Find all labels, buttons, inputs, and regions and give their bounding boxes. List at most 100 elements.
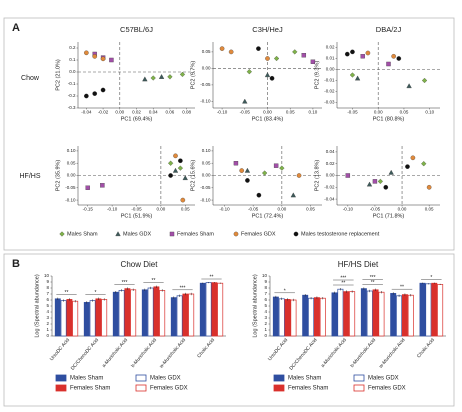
y-tick-label: 10 [262, 273, 268, 278]
x-tick-label: Cholic Acid [416, 337, 436, 359]
y-tick-label: -0.10 [200, 197, 211, 202]
point [421, 77, 428, 84]
point [421, 161, 427, 167]
point [169, 231, 175, 237]
point [265, 56, 270, 61]
bar [407, 294, 414, 337]
point [244, 167, 251, 173]
x-tick-label: 0.05 [400, 110, 409, 115]
bar [188, 293, 195, 337]
bar [89, 300, 96, 337]
y-tick-label: 4 [46, 309, 49, 314]
x-tick-label: 0.02 [132, 110, 141, 115]
y-tick-label: -0.05 [65, 185, 76, 190]
bar [349, 291, 356, 337]
x-tick-label: 0.04 [149, 110, 158, 115]
bar [419, 282, 426, 337]
significance-label: ** [65, 290, 69, 296]
y-tick-label: -0.05 [200, 185, 211, 190]
legend-swatch [135, 374, 147, 382]
legend-label: Females GDX [368, 386, 406, 392]
legend-label: Males GDX [368, 376, 399, 382]
bar [343, 291, 350, 337]
y-tick-label: 9 [46, 279, 49, 284]
y-tick-label: -0.10 [65, 197, 76, 202]
x-tick-label: b-Muricholic Acid [349, 337, 377, 369]
y-tick-label: -0.3 [68, 105, 76, 110]
y-tick-label: 4 [264, 309, 267, 314]
y-axis-label: PC2 (21.0%) [55, 59, 61, 91]
legend-label: Males Sham [67, 231, 98, 237]
chart-title: C57BL/6J [120, 25, 153, 34]
bar [372, 289, 379, 337]
point [360, 54, 365, 59]
x-tick-label: -0.05 [248, 207, 259, 212]
x-tick-label: -0.04 [81, 110, 92, 115]
bar [101, 299, 108, 337]
legend-swatch [55, 384, 67, 392]
x-tick-label: 0.08 [182, 110, 191, 115]
bar [431, 282, 438, 337]
x-tick-label: -0.10 [219, 207, 230, 212]
y-tick-label: 7 [46, 291, 49, 296]
x-tick-label: 0.05 [181, 207, 190, 212]
y-tick-label: -0.01 [324, 78, 335, 83]
point [158, 74, 165, 79]
y-tick-label: 10 [44, 273, 50, 278]
point [245, 178, 250, 183]
point [233, 231, 239, 237]
panel-label: B [12, 258, 20, 270]
x-tick-label: 0.05 [306, 207, 315, 212]
y-tick-label: 0.00 [202, 173, 211, 178]
chart-title: DBA/2J [376, 25, 402, 34]
bar [118, 290, 125, 337]
panel-label: A [12, 22, 20, 34]
legend-label: Males Sham [288, 376, 321, 382]
legend-swatch [55, 374, 67, 382]
bar [60, 300, 67, 337]
x-tick-label: a-Muricholic Acid [101, 337, 129, 369]
point [391, 53, 396, 59]
point [365, 50, 371, 56]
x-tick-label: DC/ChenoDC Acid [70, 337, 100, 372]
point [100, 87, 106, 93]
chart-title: HF/HS Diet [338, 260, 379, 269]
point [344, 51, 350, 57]
y-axis-label: PC2 (35.9%) [55, 160, 61, 192]
y-tick-label: 0.10 [67, 148, 76, 153]
point [372, 179, 378, 184]
point [406, 83, 412, 89]
y-tick-label: 0.05 [202, 160, 211, 165]
x-tick-label: -0.10 [107, 207, 118, 212]
significance-label: ** [400, 285, 404, 291]
bar [313, 297, 320, 337]
bar [170, 297, 177, 337]
x-tick-label: 0.10 [425, 110, 434, 115]
point [239, 168, 244, 173]
y-tick-label: 0 [46, 333, 49, 338]
panel-b-frame [3, 253, 455, 407]
y-tick-label: -0.05 [200, 82, 211, 87]
significance-label: *** [370, 275, 376, 281]
x-tick-label: -0.02 [98, 110, 109, 115]
x-tick-label: 0.00 [115, 110, 124, 115]
point [150, 75, 156, 81]
y-tick-label: -0.1 [68, 81, 76, 86]
x-tick-label: w-Muricholic Acid [159, 337, 188, 369]
significance-label: * [430, 275, 432, 281]
y-tick-label: 0.00 [67, 173, 76, 178]
x-tick-label: 0.05 [286, 110, 295, 115]
x-axis-label: PC1 (83.4%) [252, 116, 284, 122]
point [383, 184, 389, 190]
y-tick-label: -0.2 [68, 93, 76, 98]
bar [290, 299, 297, 337]
y-tick-label: 2 [264, 321, 267, 326]
point [296, 173, 302, 178]
point [345, 173, 351, 178]
y-tick-label: 3 [264, 315, 267, 320]
point [349, 72, 356, 78]
point [301, 53, 307, 58]
bar [141, 289, 148, 337]
y-axis-label: Log (Spectral abundance) [34, 274, 40, 337]
